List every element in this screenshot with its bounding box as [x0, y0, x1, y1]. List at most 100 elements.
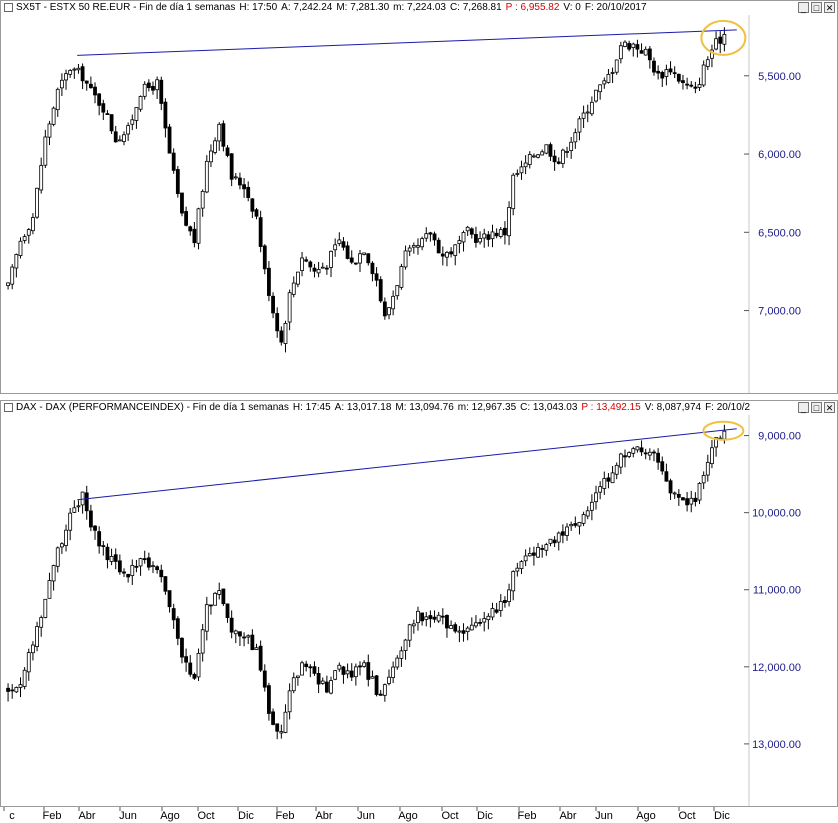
- candle-body: [523, 555, 528, 562]
- candle-body: [565, 151, 569, 153]
- candle-body: [43, 136, 48, 166]
- candle-body: [101, 545, 106, 547]
- candle-body: [225, 603, 230, 618]
- close-button[interactable]: ✕: [824, 402, 835, 413]
- candle-body: [300, 662, 304, 676]
- maximize-button[interactable]: □: [811, 402, 822, 413]
- candle-body: [142, 83, 147, 97]
- candle-body: [308, 261, 313, 268]
- y-tick-label: 12,000.00: [752, 662, 801, 674]
- candle-body: [47, 580, 52, 599]
- candle-body: [548, 144, 553, 157]
- candle-body: [569, 141, 574, 151]
- candle-body: [341, 666, 346, 675]
- chart-area-sx5t[interactable]: 7,000.00 6,500.00 6,000.00 5,500.00: [1, 1, 837, 393]
- candle-body: [395, 285, 400, 297]
- candle-body: [337, 664, 342, 670]
- candle-body: [523, 162, 528, 168]
- trendline[interactable]: [77, 29, 737, 56]
- chart-area-dax[interactable]: 13,000.00 12,000.00 11,000.00 10,000.00 9,00…: [1, 401, 837, 806]
- header-p: P : 13,492.15: [581, 402, 641, 413]
- minimize-button[interactable]: _: [798, 2, 809, 13]
- candle-body: [378, 693, 383, 696]
- candle-body: [26, 652, 31, 673]
- x-tick-label: Abr: [78, 810, 95, 822]
- candle-body: [316, 673, 321, 685]
- candle-body: [722, 430, 727, 440]
- candle-body: [358, 665, 362, 668]
- chart-panel-sx5t[interactable]: 7,000.00 6,500.00 6,000.00 5,500.00 SX5T - …: [0, 0, 838, 394]
- candle-body: [238, 177, 242, 186]
- candle-body: [155, 79, 160, 91]
- y-tick-label: 6,000.00: [758, 149, 801, 161]
- candle-body: [109, 556, 114, 562]
- candle-body: [304, 663, 309, 668]
- candle-body: [80, 66, 85, 82]
- candle-body: [639, 447, 644, 453]
- candle-body: [26, 229, 31, 236]
- candle-body: [478, 621, 482, 624]
- header-f: F: 20/10/2017: [584, 2, 647, 13]
- candle-body: [196, 652, 201, 678]
- candle-body: [656, 452, 661, 463]
- minimize-button[interactable]: _: [798, 402, 809, 413]
- header-v: V: 8,087,974: [644, 402, 702, 413]
- candle-body: [482, 618, 487, 623]
- candle-body: [374, 273, 379, 281]
- candle-body: [374, 675, 379, 695]
- chart-panel-dax[interactable]: 13,000.00 12,000.00 11,000.00 10,000.00 9,00…: [0, 400, 838, 807]
- candle-body: [416, 610, 420, 624]
- candle-body: [465, 627, 470, 633]
- candle-body: [117, 560, 122, 573]
- candle-body: [64, 73, 68, 81]
- x-tick-label: Ago: [636, 810, 656, 822]
- candle-body: [6, 687, 10, 692]
- header-m: M: 7,281.30: [336, 2, 390, 13]
- candle-body: [233, 176, 238, 179]
- candle-body: [72, 68, 77, 71]
- candle-body: [614, 59, 619, 73]
- candle-body: [602, 478, 607, 489]
- x-tick-label: Oct: [678, 810, 695, 822]
- candle-body: [80, 491, 85, 506]
- candle-body: [209, 604, 213, 607]
- candle-body: [569, 523, 574, 527]
- maximize-button[interactable]: □: [811, 2, 822, 13]
- candle-body: [262, 670, 267, 688]
- candle-body: [213, 140, 217, 153]
- candle-body: [474, 234, 478, 243]
- candle-body: [705, 461, 710, 476]
- candle-body: [47, 123, 52, 138]
- candle-body: [701, 474, 706, 484]
- candle-body: [494, 232, 499, 237]
- candle-body: [589, 501, 594, 511]
- candle-body: [589, 101, 594, 115]
- candle-body: [142, 558, 147, 561]
- candle-body: [324, 267, 329, 270]
- candle-body: [536, 154, 540, 158]
- candle-body: [84, 80, 89, 84]
- candle-body: [353, 666, 358, 678]
- x-axis-labels: c Feb Abr Jun Ago Oct Dic Feb Abr Jun Ago Oct Dic Feb…: [3, 807, 730, 822]
- candle-body: [204, 604, 209, 632]
- candle-body: [175, 618, 180, 639]
- candle-body: [606, 477, 611, 482]
- close-button[interactable]: ✕: [824, 2, 835, 13]
- candle-body: [329, 250, 333, 268]
- candle-body: [428, 615, 433, 620]
- panel-corner-icon: [4, 2, 13, 12]
- candle-body: [635, 446, 640, 451]
- candle-body: [51, 565, 56, 582]
- candle-body: [668, 480, 673, 494]
- candle-body: [577, 118, 582, 133]
- candle-body: [387, 307, 391, 316]
- candle-body: [647, 451, 652, 456]
- trendline[interactable]: [77, 428, 737, 501]
- candle-body: [560, 149, 565, 164]
- header-m: M: 13,094.76: [395, 402, 454, 413]
- candle-body: [362, 662, 367, 667]
- candle-body: [233, 630, 238, 635]
- candle-body: [167, 590, 172, 608]
- candle-body: [440, 253, 445, 257]
- candle-body: [639, 50, 644, 54]
